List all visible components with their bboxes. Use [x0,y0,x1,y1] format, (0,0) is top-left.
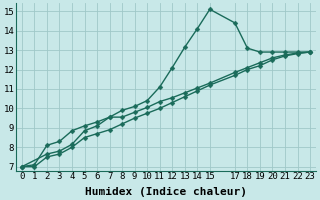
X-axis label: Humidex (Indice chaleur): Humidex (Indice chaleur) [85,186,247,197]
